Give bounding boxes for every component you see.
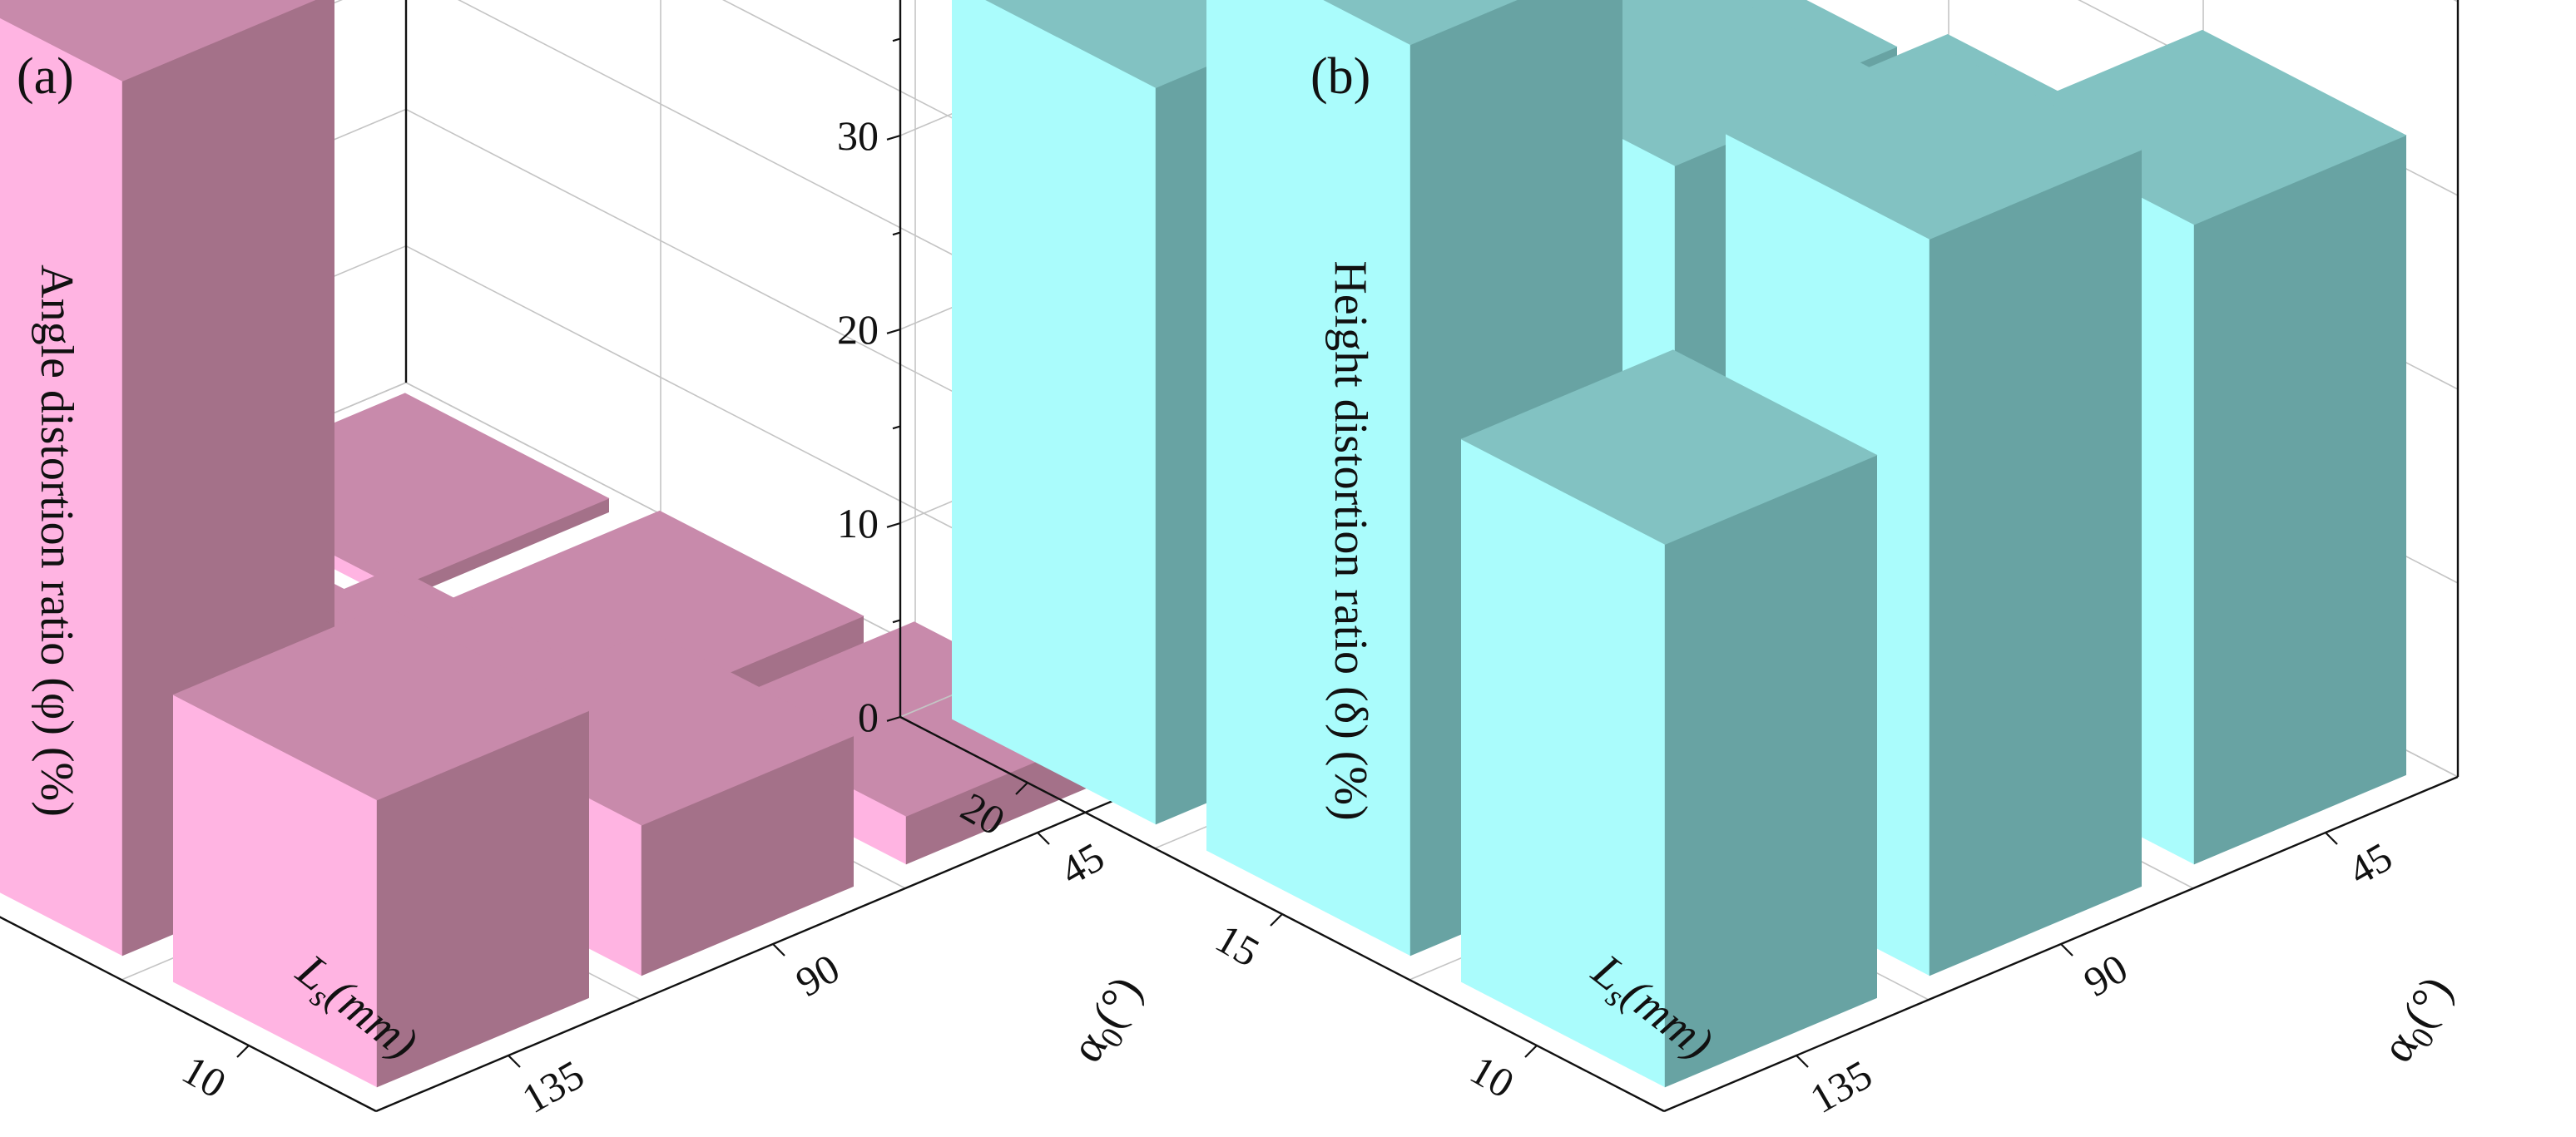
chart-a: 0204060801001201401015204590135 (a) Angl… — [0, 0, 1172, 1122]
bar-top-face — [1323, 0, 1518, 46]
chart-b-ticks — [886, 37, 2338, 1068]
x-tick-mark — [1524, 1045, 1538, 1058]
y-tick-mark — [2060, 943, 2073, 957]
bar-front-face — [952, 0, 1157, 825]
x-tick-mark — [236, 1045, 250, 1058]
bar-front-face — [1206, 0, 1411, 957]
z-tick-mark — [886, 328, 901, 334]
z-tick-mark — [886, 715, 901, 722]
chart-b-bars — [952, 0, 2407, 1088]
chart-b-z-axis-title: Height distortion ratio (δ) (%) — [1325, 260, 1376, 820]
bar-side-face — [2193, 135, 2407, 865]
z-tick-label: 30 — [837, 112, 879, 159]
z-tick-mark — [892, 231, 901, 236]
bar-10mm-135deg — [1460, 349, 1878, 1088]
chart-b-panel-label: (b) — [1310, 48, 1370, 105]
chart-a-panel-label: (a) — [17, 48, 74, 105]
bar-top-face — [1460, 349, 1878, 545]
z-tick-label: 0 — [858, 694, 879, 740]
bar-side-face — [1664, 454, 1878, 1088]
z-tick-mark — [892, 619, 901, 624]
y-tick-mark — [1037, 832, 1050, 845]
chart-a-ticks — [236, 832, 1050, 1068]
z-tick-mark — [892, 37, 901, 42]
wall-gridline — [0, 0, 1171, 231]
x-tick-mark — [1270, 913, 1283, 927]
x-tick-mark — [1015, 782, 1028, 795]
z-tick-mark — [886, 522, 901, 528]
y-tick-mark — [508, 1055, 521, 1068]
bar-side-face — [1929, 149, 2143, 976]
chart-b: 010203040501015204590135 (b) Height dist… — [837, 0, 2468, 1122]
y-tick-mark — [1796, 1055, 1809, 1068]
z-tick-mark — [886, 134, 901, 141]
z-tick-label: 20 — [837, 306, 879, 353]
chart-a-bars — [0, 0, 1119, 1088]
y-tick-mark — [2325, 832, 2338, 845]
z-tick-mark — [892, 425, 901, 430]
y-tick-mark — [772, 943, 785, 957]
bar-top-face — [1725, 44, 2143, 240]
bar-top-face — [172, 605, 590, 801]
bar-top-face — [0, 0, 316, 82]
chart-a-z-axis-title: Angle distortion ratio (φ) (%) — [31, 264, 82, 817]
bar-10mm-135deg — [172, 605, 590, 1088]
z-tick-label: 10 — [837, 500, 879, 546]
wall-gridline — [0, 0, 1171, 368]
